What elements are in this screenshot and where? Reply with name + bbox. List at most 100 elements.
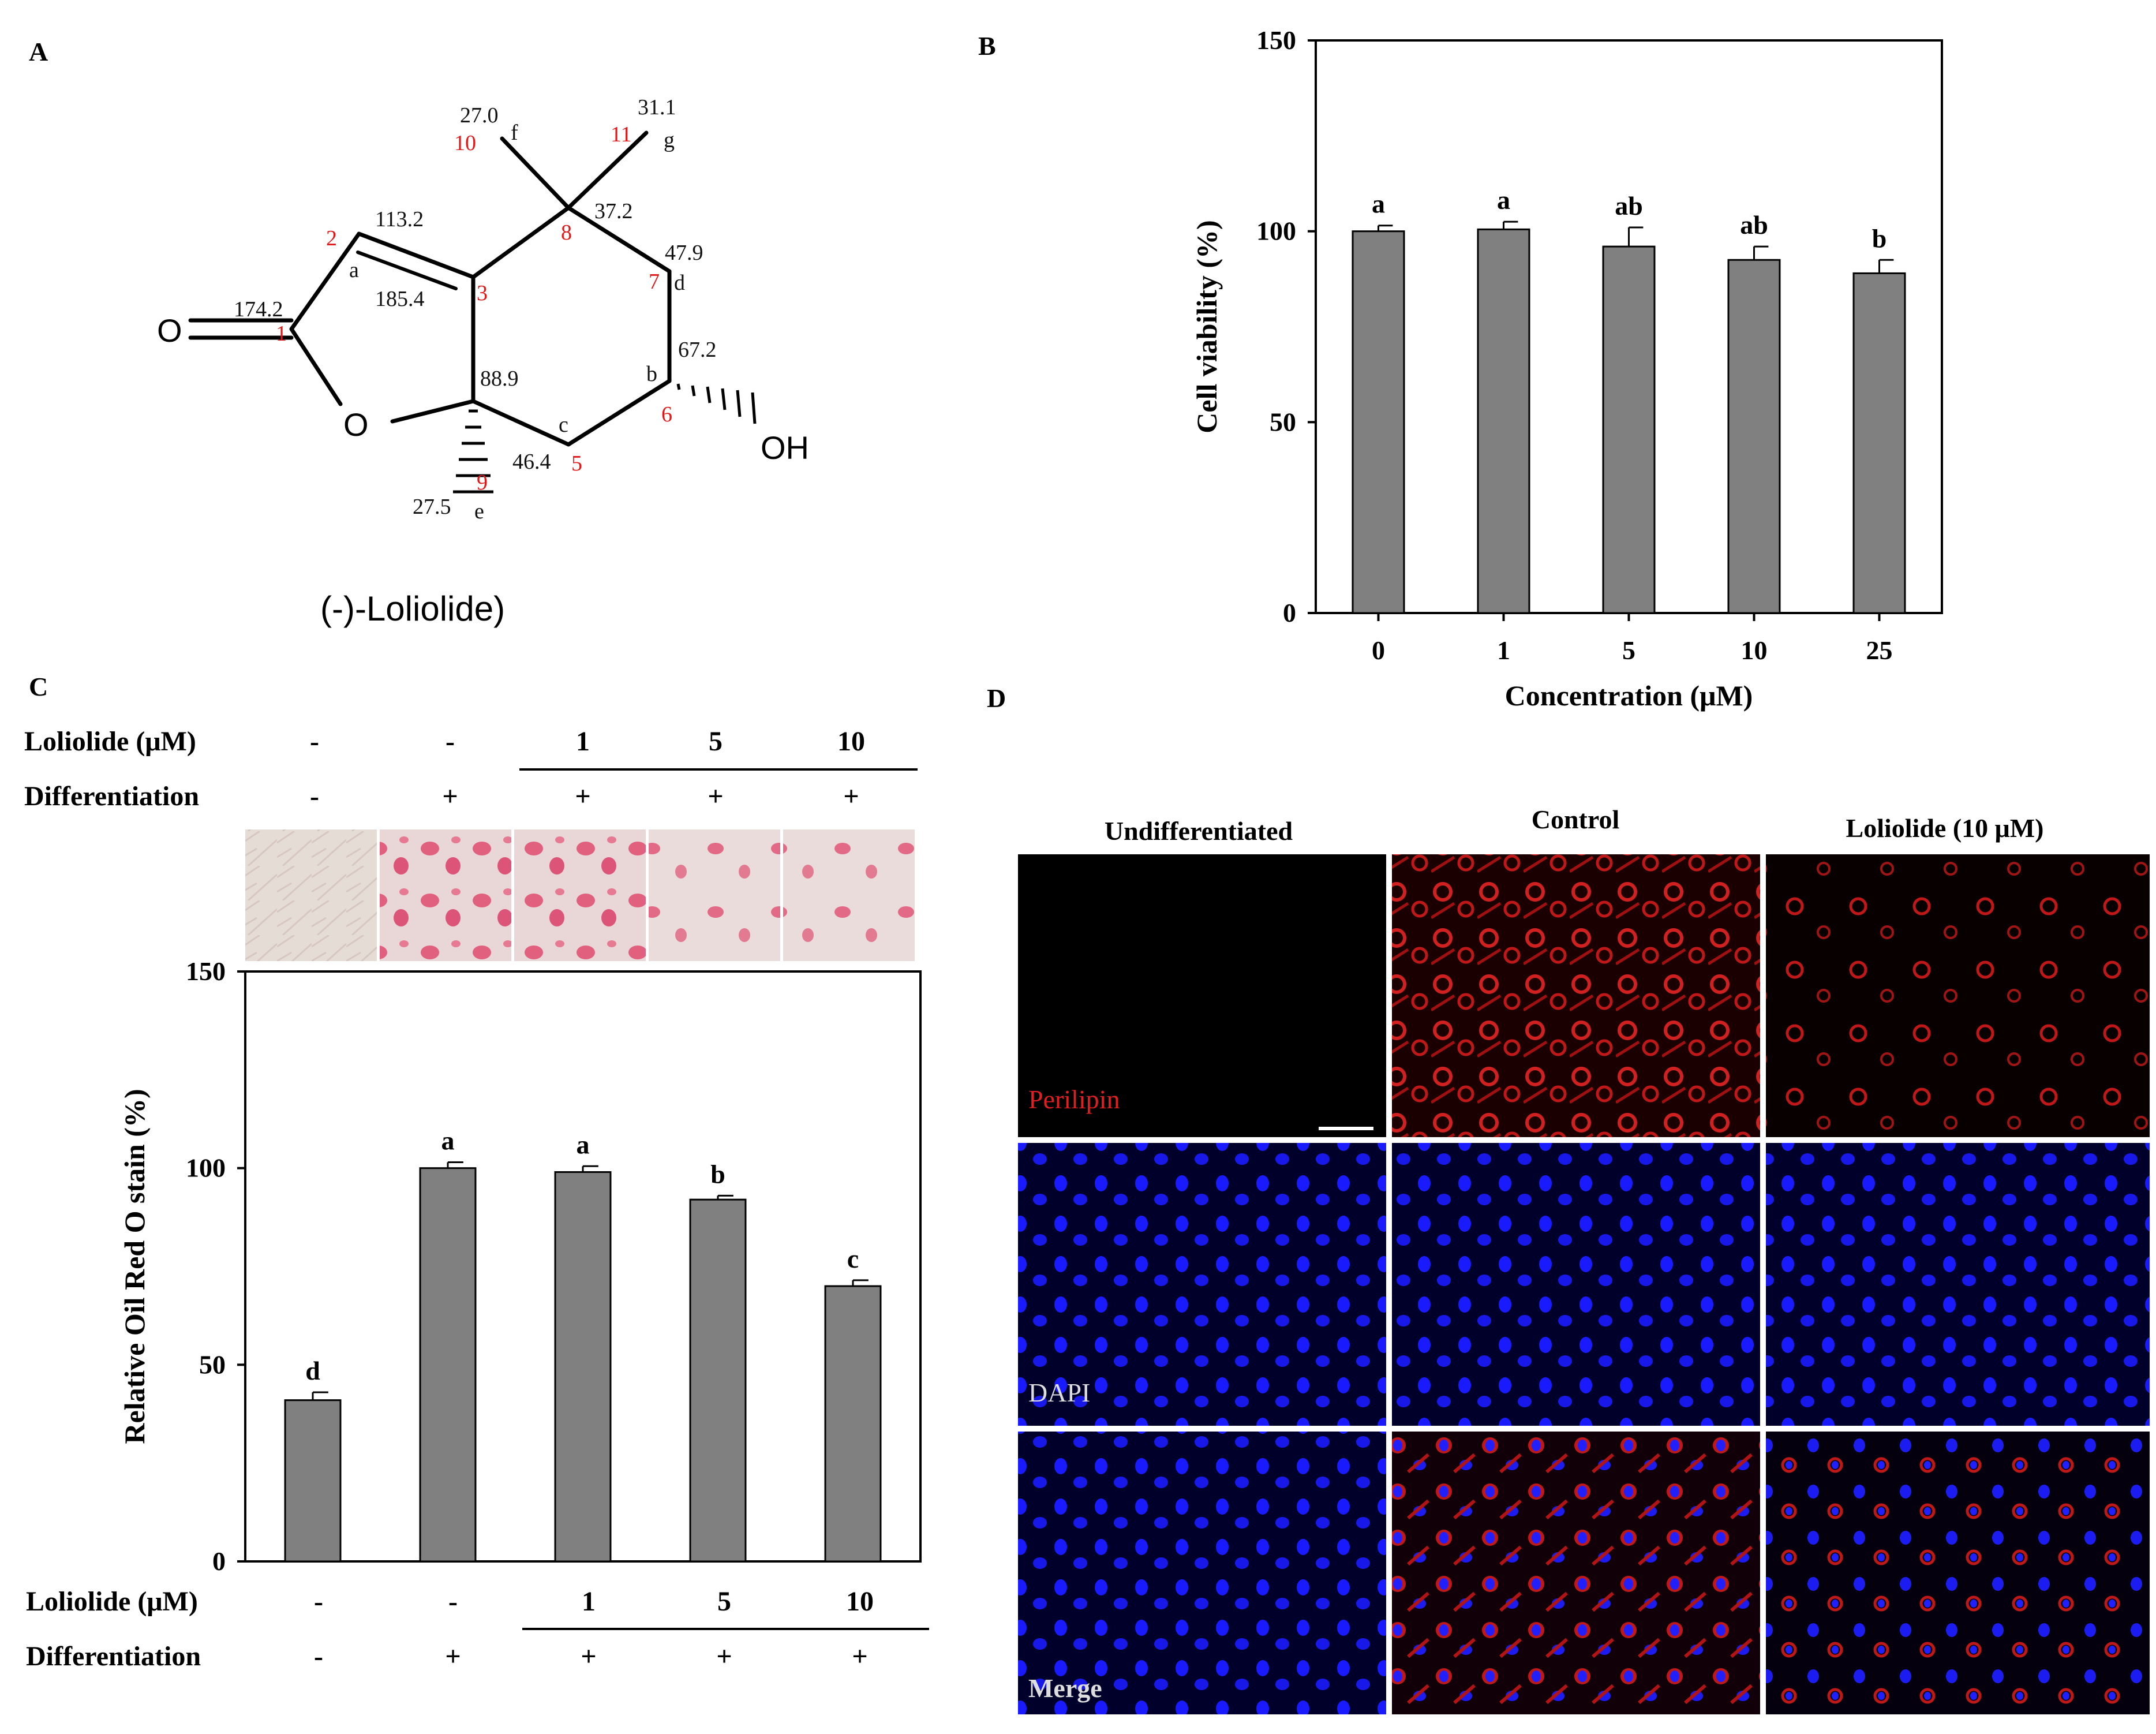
- differentiation-top-0: -: [310, 781, 319, 812]
- differentiation-bottom-4: +: [852, 1641, 867, 1672]
- structure-label-c6: 6: [661, 402, 672, 427]
- treatment-table-top: Loliolide (μM) Differentiation - - 1 5 10 - + +…: [24, 726, 918, 812]
- panel-c: C Loliolide (μM) Differentiation - -1 5 10-…: [24, 672, 929, 1672]
- chart-B-bar-1: [1477, 228, 1530, 614]
- loliolide-dose-bottom-3: 5: [717, 1586, 731, 1617]
- micrograph-dapi-loliolide: [1766, 1143, 2150, 1426]
- structure-label-c2: 2: [326, 226, 337, 251]
- structure-label-lf: f: [511, 121, 518, 145]
- structure-label-s464: 46.4: [512, 450, 551, 474]
- structure-label-s311: 31.1: [638, 95, 676, 119]
- chart-B-xtick-label-1: 1: [1497, 636, 1510, 665]
- micrograph-perilipin-undiff: [1018, 854, 1386, 1137]
- loliolide-dose-top-3: 5: [709, 726, 723, 757]
- chart-B-bar-4: [1852, 272, 1906, 614]
- loliolide-dose-top-2: 1: [576, 726, 590, 757]
- differentiation-bottom-3: +: [716, 1641, 732, 1672]
- carbonyl-oxygen: O: [157, 312, 182, 349]
- structure-label-s113: 113.2: [375, 207, 424, 231]
- loliolide-dose-top-1: -: [446, 726, 455, 757]
- differentiation-top-1: +: [442, 781, 458, 812]
- micrograph-oro-2: [380, 829, 511, 961]
- chart-C-bar-2: [554, 1171, 612, 1563]
- structure-label-s275: 27.5: [413, 495, 451, 519]
- structure-label-c10: 10: [454, 131, 476, 155]
- differentiation-top-4: +: [843, 781, 859, 812]
- hashed-bond-oh: [676, 383, 757, 424]
- differentiation-bottom-2: +: [581, 1641, 596, 1672]
- micrograph-perilipin-loliolide: [1766, 854, 2150, 1137]
- structure-label-s174: 174.2: [234, 297, 283, 322]
- chart-B-sig-letter-2: ab: [1615, 191, 1643, 221]
- row-label-differentiation-bottom: Differentiation: [26, 1641, 201, 1672]
- micrograph-merge-loliolide: [1766, 1432, 2150, 1714]
- differentiation-bottom-1: +: [445, 1641, 461, 1672]
- chart-B-xtick-label-0: 0: [1372, 636, 1385, 665]
- differentiation-top-3: +: [708, 781, 723, 812]
- chart-C-bar-4: [824, 1285, 882, 1563]
- compound-caption: (-)-Loliolide): [320, 589, 505, 628]
- panel-b-letter: B: [978, 31, 996, 61]
- panel-a-letter: A: [29, 37, 48, 66]
- chart-B-bar-0: [1352, 230, 1405, 614]
- chart-C-bar-3: [689, 1198, 747, 1563]
- structure-label-c7: 7: [649, 270, 660, 294]
- micrograph-dapi-control: [1392, 1143, 1760, 1426]
- chart-C-sig-letter-3: b: [710, 1159, 725, 1189]
- row-label-differentiation: Differentiation: [24, 781, 199, 812]
- chart-B-ytick-label-100: 100: [1256, 216, 1296, 246]
- column-header-control: Control: [1532, 805, 1620, 834]
- chart-B-xtick-label-3: 10: [1741, 636, 1768, 665]
- structure-label-s889: 88.9: [480, 367, 519, 391]
- oil-red-o-images: [245, 829, 915, 961]
- structure-label-s372: 37.2: [594, 199, 633, 223]
- row-label-loliolide: Loliolide (μM): [24, 726, 196, 757]
- structure-label-le: e: [474, 499, 484, 524]
- chart-C-sig-letter-1: a: [441, 1126, 455, 1155]
- chart-C-bar-1: [419, 1167, 477, 1563]
- chart-C-ytick-label-150: 150: [186, 956, 226, 986]
- chart-C-ylabel: Relative Oil Red O stain (%): [118, 1089, 151, 1444]
- row-label-loliolide-bottom: Loliolide (μM): [26, 1586, 198, 1617]
- row-label-perilipin: Perilipin: [1028, 1085, 1120, 1114]
- chart-B-sig-letter-4: b: [1872, 223, 1887, 253]
- column-header-undifferentiated: Undifferentiated: [1105, 816, 1293, 846]
- chart-C-ytick-label-0: 0: [212, 1546, 226, 1576]
- structure-label-c8: 8: [561, 221, 572, 245]
- loliolide-dose-bottom-1: -: [448, 1586, 458, 1617]
- chart-B-sig-letter-3: ab: [1740, 210, 1768, 240]
- micrograph-oro-3: [514, 829, 646, 961]
- structure-label-s185: 185.4: [375, 287, 425, 311]
- structure-label-s270: 27.0: [460, 103, 499, 128]
- micrograph-merge-undiff: [1018, 1432, 1386, 1714]
- panel-a: A: [29, 37, 809, 628]
- chart-B-bar-3: [1727, 259, 1781, 614]
- micrograph-oro-4: [649, 829, 780, 961]
- chart-C-sig-letter-4: c: [847, 1244, 859, 1273]
- chart-B-xlabel: Concentration (μM): [1505, 679, 1753, 712]
- structure-label-c11: 11: [611, 122, 632, 147]
- micrograph-merge-control: [1392, 1432, 1760, 1714]
- viability-chart: 0 50 100 150 a 0 a 1 ab 5 ab 10 b 25 Concentration (μM…: [1191, 25, 1943, 712]
- differentiation-top-2: +: [575, 781, 590, 812]
- row-label-merge: Merge: [1028, 1673, 1102, 1703]
- chart-B-ylabel: Cell viability (%): [1191, 220, 1223, 433]
- panel-b: B 0 50 100 150 a 0 a 1 ab 5 ab 10 b 25 Concentration (…: [978, 25, 1943, 712]
- structure-label-c5: 5: [571, 451, 582, 476]
- chart-B-sig-letter-1: a: [1497, 185, 1510, 215]
- structure-label-la: a: [349, 258, 359, 282]
- chart-C-ytick-label-100: 100: [186, 1153, 226, 1183]
- hydroxyl-group: OH: [761, 429, 809, 466]
- chart-B-bar-2: [1602, 245, 1656, 614]
- chart-B-xtick-label-2: 5: [1622, 636, 1635, 665]
- treatment-table-bottom: Loliolide (μM) Differentiation - - 1 5 10 - + +…: [26, 1586, 929, 1672]
- chart-B-xtick-label-4: 25: [1866, 636, 1893, 665]
- loliolide-dose-bottom-2: 1: [582, 1586, 596, 1617]
- fluorescence-grid: Perilipin DAPI Merge: [1017, 853, 2151, 1716]
- loliolide-dose-top-0: -: [310, 726, 319, 757]
- loliolide-dose-bottom-0: -: [314, 1586, 323, 1617]
- structure-label-s672: 67.2: [678, 338, 717, 362]
- loliolide-structure: [188, 130, 672, 447]
- panel-d: D Undifferentiated Control Loliolide (10…: [987, 683, 2151, 1716]
